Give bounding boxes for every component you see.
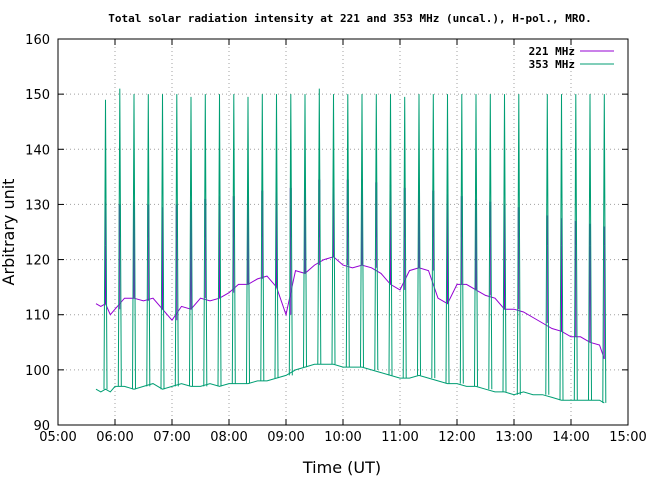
x-axis: 05:00 06:00 07:00 08:00 09:00 10:00 11:00 12:00… bbox=[39, 39, 647, 445]
y-tick-label: 100 bbox=[25, 364, 50, 379]
x-tick-label: 06:00 bbox=[96, 430, 133, 445]
pulse-353 bbox=[203, 94, 208, 387]
pulse-353 bbox=[260, 94, 265, 381]
y-tick-label: 160 bbox=[25, 33, 50, 48]
x-tick-label: 13:00 bbox=[495, 430, 532, 445]
pulse-353 bbox=[374, 94, 379, 370]
legend-label-221: 221 MHz bbox=[529, 45, 575, 58]
pulse-353 bbox=[288, 94, 293, 376]
pulse-353 bbox=[217, 94, 222, 387]
x-tick-label: 14:00 bbox=[552, 430, 589, 445]
pulse-353 bbox=[146, 94, 151, 387]
pulse-353 bbox=[417, 94, 421, 376]
y-axis-label: Arbitrary unit bbox=[0, 179, 18, 286]
x-tick-label: 09:00 bbox=[267, 430, 304, 445]
pulse-353 bbox=[117, 88, 122, 387]
pulse-353 bbox=[588, 94, 592, 401]
pulse-353 bbox=[331, 94, 336, 365]
x-tick-label: 10:00 bbox=[324, 430, 361, 445]
pulse-353 bbox=[189, 96, 193, 387]
pulse-353 bbox=[132, 94, 136, 390]
x-tick-label: 08:00 bbox=[210, 430, 247, 445]
pulse-353 bbox=[488, 94, 493, 390]
y-tick-label: 110 bbox=[25, 309, 50, 324]
x-tick-label: 11:00 bbox=[381, 430, 418, 445]
plot-area bbox=[95, 88, 607, 404]
x-tick-label: 07:00 bbox=[153, 430, 190, 445]
grid bbox=[58, 39, 628, 425]
pulse-353 bbox=[602, 94, 607, 403]
x-tick-label: 15:00 bbox=[609, 430, 646, 445]
pulse-353 bbox=[573, 94, 578, 401]
pulse-353 bbox=[459, 94, 464, 384]
x-tick-label: 12:00 bbox=[438, 430, 475, 445]
y-tick-label: 150 bbox=[25, 88, 50, 103]
pulse-353 bbox=[474, 94, 478, 387]
y-tick-label: 120 bbox=[25, 254, 50, 269]
pulse-353 bbox=[431, 94, 436, 379]
pulse-353 bbox=[246, 96, 250, 384]
y-axis: 90 100 110 120 130 140 150 160 bbox=[25, 33, 628, 434]
pulse-353 bbox=[445, 94, 450, 384]
pulse-353 bbox=[388, 94, 393, 376]
pulse-353 bbox=[103, 99, 108, 390]
pulse-353 bbox=[516, 94, 521, 395]
pulse-353 bbox=[231, 94, 236, 384]
pulse-353 bbox=[174, 94, 179, 387]
legend-label-353: 353 MHz bbox=[529, 58, 575, 71]
pulse-353 bbox=[317, 88, 322, 365]
pulse-353 bbox=[303, 94, 307, 368]
pulse-353 bbox=[345, 94, 350, 368]
x-tick-label: 05:00 bbox=[39, 430, 76, 445]
pulse-353 bbox=[274, 94, 279, 379]
y-tick-label: 90 bbox=[33, 419, 50, 434]
pulse-353 bbox=[502, 94, 507, 392]
pulse-353 bbox=[402, 96, 407, 379]
legend: 221 MHz 353 MHz bbox=[529, 45, 614, 71]
pulse-353 bbox=[160, 94, 165, 390]
pulse-353 bbox=[559, 94, 564, 401]
y-tick-label: 130 bbox=[25, 198, 50, 213]
pulse-353 bbox=[360, 94, 364, 368]
x-axis-label: Time (UT) bbox=[302, 458, 381, 477]
chart-title: Total solar radiation intensity at 221 a… bbox=[108, 12, 591, 25]
pulse-353 bbox=[545, 94, 550, 395]
y-tick-label: 140 bbox=[25, 143, 50, 158]
